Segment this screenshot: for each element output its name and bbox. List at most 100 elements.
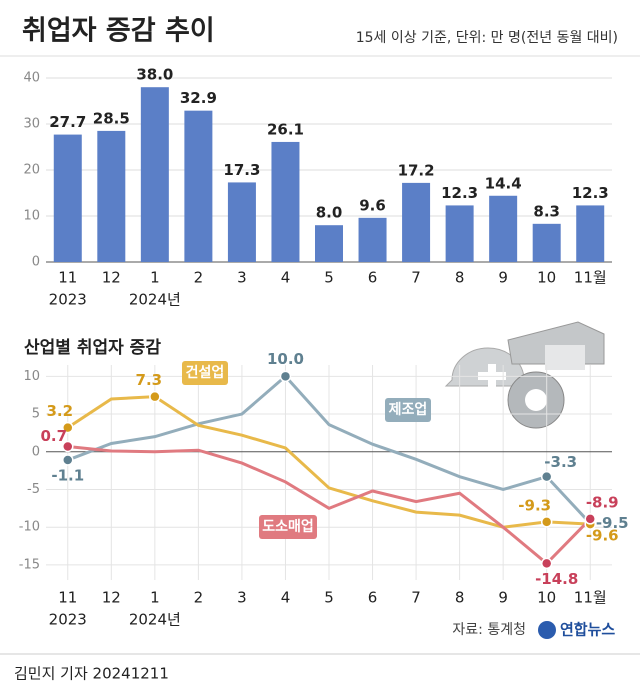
legend-box [182, 361, 228, 385]
value-label: 32.9 [180, 89, 217, 107]
x-tick-label: 4 [281, 269, 291, 287]
logo: 연합뉴스 [560, 621, 615, 639]
value-label: -9.6 [586, 527, 619, 545]
value-label: 0.7 [40, 427, 67, 445]
value-label: 7.3 [136, 371, 163, 389]
legend-box [259, 515, 317, 539]
source: 자료: 통계청 [452, 622, 526, 638]
value-label: 17.3 [223, 161, 260, 179]
legend-label: 도소매업 [262, 519, 314, 535]
x-tick-label: 8 [455, 269, 465, 287]
y-tick-label: 5 [32, 407, 40, 422]
y-tick-label: 40 [23, 71, 40, 86]
credit: 김민지 기자 20241211 [14, 665, 169, 683]
bar [489, 195, 518, 262]
value-label: 8.0 [316, 204, 343, 222]
point [62, 440, 74, 453]
bar [402, 182, 431, 262]
point [584, 513, 596, 525]
value-label: -8.9 [586, 493, 619, 511]
point [540, 470, 553, 483]
x-tick-label: 4 [281, 589, 291, 607]
x-tick-label: 9 [498, 269, 508, 287]
y-tick-label: 30 [23, 117, 40, 132]
bar [140, 87, 169, 262]
value-label: 27.7 [49, 113, 86, 131]
value-label: 26.1 [267, 120, 304, 138]
logo-mark [538, 621, 556, 639]
x-tick-label: 10 [537, 589, 556, 607]
bar [227, 182, 256, 262]
x-tick-label: 10 [537, 269, 556, 287]
point [149, 390, 161, 403]
y-tick-label: -15 [19, 557, 40, 572]
y-tick-label: 0 [32, 444, 40, 459]
value-label: 12.3 [572, 184, 609, 202]
value-label: 3.2 [46, 402, 73, 420]
bar [53, 134, 82, 262]
y-tick-label: 20 [23, 163, 40, 178]
y-tick-label: 10 [23, 369, 40, 384]
bar [315, 225, 343, 262]
title: 취업자 증감 추이 [22, 16, 215, 47]
legend-label: 건설업 [186, 364, 225, 381]
point [279, 370, 292, 383]
x-tick-label: 11월 [574, 589, 607, 607]
bar [532, 223, 561, 262]
y-tick-label: 0 [32, 255, 40, 270]
bar [97, 130, 126, 262]
value-label: -9.3 [518, 496, 551, 514]
value-label: 8.3 [533, 202, 560, 220]
x-tick-label: 12 [102, 589, 121, 607]
year-label: 2024년 [129, 291, 181, 309]
legend-label: 제조업 [389, 402, 428, 418]
x-tick-label: 8 [455, 589, 465, 607]
bar [184, 110, 213, 262]
x-tick-label: 2 [194, 589, 204, 607]
bar [445, 205, 474, 262]
subtitle: 15세 이상 기준, 단위: 만 명(전년 동월 대비) [356, 30, 618, 46]
value-label: 14.4 [485, 174, 522, 192]
x-tick-label: 5 [324, 589, 334, 607]
x-tick-label: 6 [368, 269, 378, 287]
x-tick-label: 2 [194, 269, 204, 287]
value-label: -9.5 [596, 514, 629, 532]
value-label: 17.2 [398, 161, 435, 179]
chart-title: 산업별 취업자 증감 [24, 337, 161, 358]
y-tick-label: -5 [27, 482, 40, 497]
year-label: 2023 [49, 611, 87, 629]
value-label: 9.6 [359, 196, 386, 214]
point [540, 516, 553, 528]
value-label: 28.5 [93, 109, 130, 127]
x-tick-label: 3 [237, 589, 247, 607]
value-label: 12.3 [441, 184, 478, 202]
x-tick-label: 1 [150, 589, 160, 607]
x-tick-label: 7 [411, 269, 421, 287]
y-tick-label: -10 [19, 520, 40, 535]
x-tick-label: 7 [411, 589, 421, 607]
bar [271, 141, 300, 262]
x-tick-label: 1 [150, 269, 160, 287]
point [62, 421, 74, 434]
bar [576, 205, 605, 262]
x-tick-label: 9 [498, 589, 508, 607]
x-tick-label: 3 [237, 269, 247, 287]
value-label: -14.8 [535, 570, 578, 588]
year-label: 2023 [49, 291, 87, 309]
value-label: -1.1 [51, 467, 84, 485]
x-tick-label: 11월 [574, 269, 607, 287]
value-label: 38.0 [136, 66, 173, 84]
x-tick-label: 11 [58, 589, 77, 607]
year-label: 2024년 [129, 611, 181, 629]
point [540, 557, 553, 570]
line [67, 374, 592, 525]
x-tick-label: 12 [102, 269, 121, 287]
value-label: -3.3 [544, 453, 577, 471]
x-tick-label: 5 [324, 269, 334, 287]
x-tick-label: 11 [58, 269, 77, 287]
value-label: 10.0 [267, 350, 304, 368]
legend-box [385, 398, 431, 422]
point [62, 454, 74, 466]
bar [358, 217, 387, 262]
